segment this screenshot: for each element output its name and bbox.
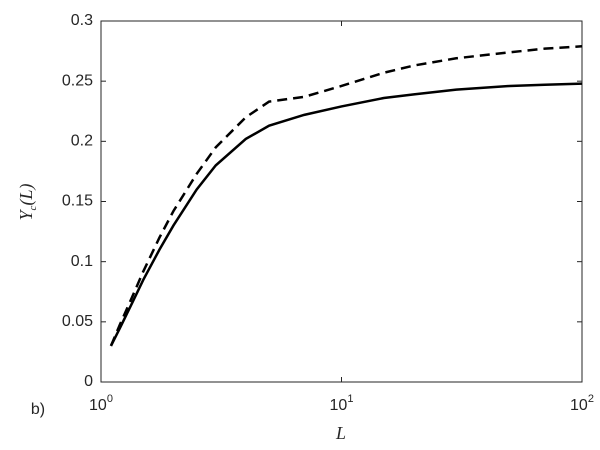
line	[109, 82, 583, 347]
y-tick-label: 0.15	[62, 193, 93, 210]
y-tick-label: 0.2	[71, 133, 93, 150]
x-axis-label: L	[335, 423, 346, 443]
y-tick-label: 0.1	[71, 253, 93, 270]
y-axis-label: Yc(L)	[16, 184, 38, 221]
x-tick-label: 102	[570, 393, 594, 414]
y-tick-label: 0	[84, 373, 93, 390]
line	[109, 45, 583, 347]
x-tick-label: 101	[330, 393, 354, 414]
y-tick-label: 0.25	[62, 72, 93, 89]
y-tick-label: 0.3	[71, 12, 93, 29]
panel-label: b)	[31, 401, 45, 418]
y-tick-label: 0.05	[62, 313, 93, 330]
x-tick-label: 100	[89, 393, 113, 414]
